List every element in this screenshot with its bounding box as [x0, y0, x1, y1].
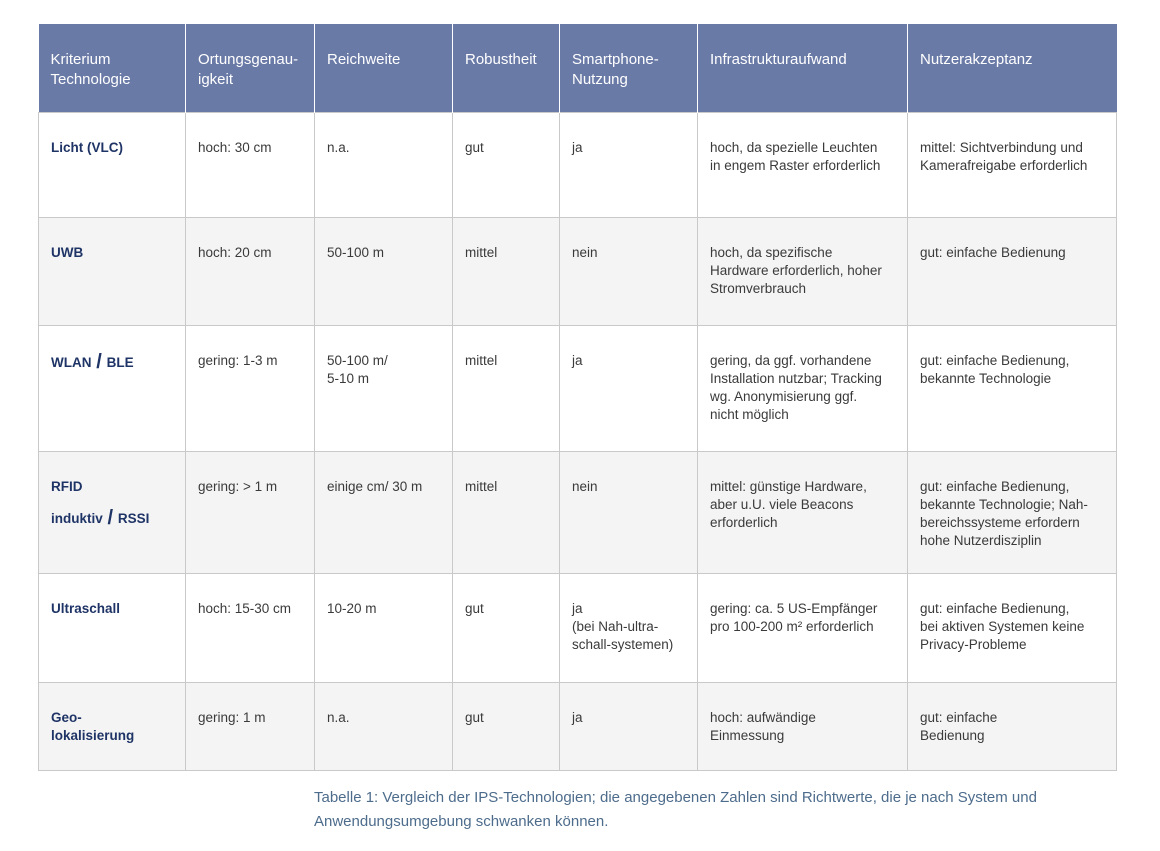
- header-kriterium-technologie: Kriterium Technologie: [38, 24, 186, 113]
- table-row: Licht (VLC) hoch: 30 cm n.a. gut ja hoch…: [38, 112, 1117, 218]
- genauigkeit-cell: gering: > 1 m: [185, 451, 315, 574]
- tech-cell: Geo- lokalisierung: [38, 682, 186, 771]
- akzeptanz-cell: gut: einfache Bedienung: [907, 217, 1117, 326]
- infrastruktur-cell: hoch, da spezielle Leuchten in engem Ras…: [697, 112, 908, 218]
- header-reichweite: Reichweite: [314, 24, 453, 113]
- tech-cell: UWB: [38, 217, 186, 326]
- smartphone-cell: ja: [559, 682, 698, 771]
- header-smartphone-nutzung: Smartphone- Nutzung: [559, 24, 698, 113]
- table-row: Geo- lokalisierung gering: 1 m n.a. gut …: [38, 682, 1117, 771]
- genauigkeit-cell: gering: 1 m: [185, 682, 315, 771]
- genauigkeit-cell: gering: 1-3 m: [185, 325, 315, 452]
- tech-cell: Licht (VLC): [38, 112, 186, 218]
- reichweite-cell: n.a.: [314, 682, 453, 771]
- reichweite-cell: 50-100 m: [314, 217, 453, 326]
- reichweite-cell: einige cm/ 30 m: [314, 451, 453, 574]
- genauigkeit-cell: hoch: 20 cm: [185, 217, 315, 326]
- infrastruktur-cell: mittel: günstige Hardware, aber u.U. vie…: [697, 451, 908, 574]
- robustheit-cell: mittel: [452, 217, 560, 326]
- reichweite-cell: 10-20 m: [314, 573, 453, 683]
- tech-cell: RFID induktiv / RSSI: [38, 451, 186, 574]
- reichweite-cell: 50-100 m/ 5-10 m: [314, 325, 453, 452]
- infrastruktur-cell: gering: ca. 5 US-Empfänger pro 100-200 m…: [697, 573, 908, 683]
- robustheit-cell: gut: [452, 573, 560, 683]
- header-ortungsgenauigkeit: Ortungsgenau- igkeit: [185, 24, 315, 113]
- infrastruktur-cell: gering, da ggf. vorhandene Installation …: [697, 325, 908, 452]
- infrastruktur-cell: hoch: aufwändige Einmessung: [697, 682, 908, 771]
- header-infrastrukturaufwand: Infrastrukturaufwand: [697, 24, 908, 113]
- ips-comparison-table: Kriterium Technologie Ortungsgenau- igke…: [38, 24, 1117, 771]
- infrastruktur-cell: hoch, da spezifische Hardware erforderli…: [697, 217, 908, 326]
- smartphone-cell: ja: [559, 112, 698, 218]
- header-nutzerakzeptanz: Nutzerakzeptanz: [907, 24, 1117, 113]
- robustheit-cell: mittel: [452, 325, 560, 452]
- header-robustheit: Robustheit: [452, 24, 560, 113]
- robustheit-cell: mittel: [452, 451, 560, 574]
- akzeptanz-cell: gut: einfache Bedienung, bei aktiven Sys…: [907, 573, 1117, 683]
- smartphone-cell: nein: [559, 217, 698, 326]
- tech-cell: WLAN / BLE: [38, 325, 186, 452]
- smartphone-cell: ja (bei Nah-ultra- schall-systemen): [559, 573, 698, 683]
- akzeptanz-cell: mittel: Sichtverbindung und Kamerafreiga…: [907, 112, 1117, 218]
- smartphone-cell: nein: [559, 451, 698, 574]
- table-caption: Tabelle 1: Vergleich der IPS-Technologie…: [314, 789, 1037, 830]
- akzeptanz-cell: gut: einfache Bedienung, bekannte Techno…: [907, 451, 1117, 574]
- table-row: UWB hoch: 20 cm 50-100 m mittel nein hoc…: [38, 217, 1117, 326]
- akzeptanz-cell: gut: einfache Bedienung: [907, 682, 1117, 771]
- reichweite-cell: n.a.: [314, 112, 453, 218]
- genauigkeit-cell: hoch: 15-30 cm: [185, 573, 315, 683]
- genauigkeit-cell: hoch: 30 cm: [185, 112, 315, 218]
- akzeptanz-cell: gut: einfache Bedienung, bekannte Techno…: [907, 325, 1117, 452]
- table-row: WLAN / BLE gering: 1-3 m 50-100 m/ 5-10 …: [38, 325, 1117, 452]
- table-row: RFID induktiv / RSSI gering: > 1 m einig…: [38, 451, 1117, 574]
- table-row: Ultraschall hoch: 15-30 cm 10-20 m gut j…: [38, 573, 1117, 683]
- table-header-row: Kriterium Technologie Ortungsgenau- igke…: [38, 24, 1117, 113]
- smartphone-cell: ja: [559, 325, 698, 452]
- robustheit-cell: gut: [452, 682, 560, 771]
- tech-cell: Ultraschall: [38, 573, 186, 683]
- robustheit-cell: gut: [452, 112, 560, 218]
